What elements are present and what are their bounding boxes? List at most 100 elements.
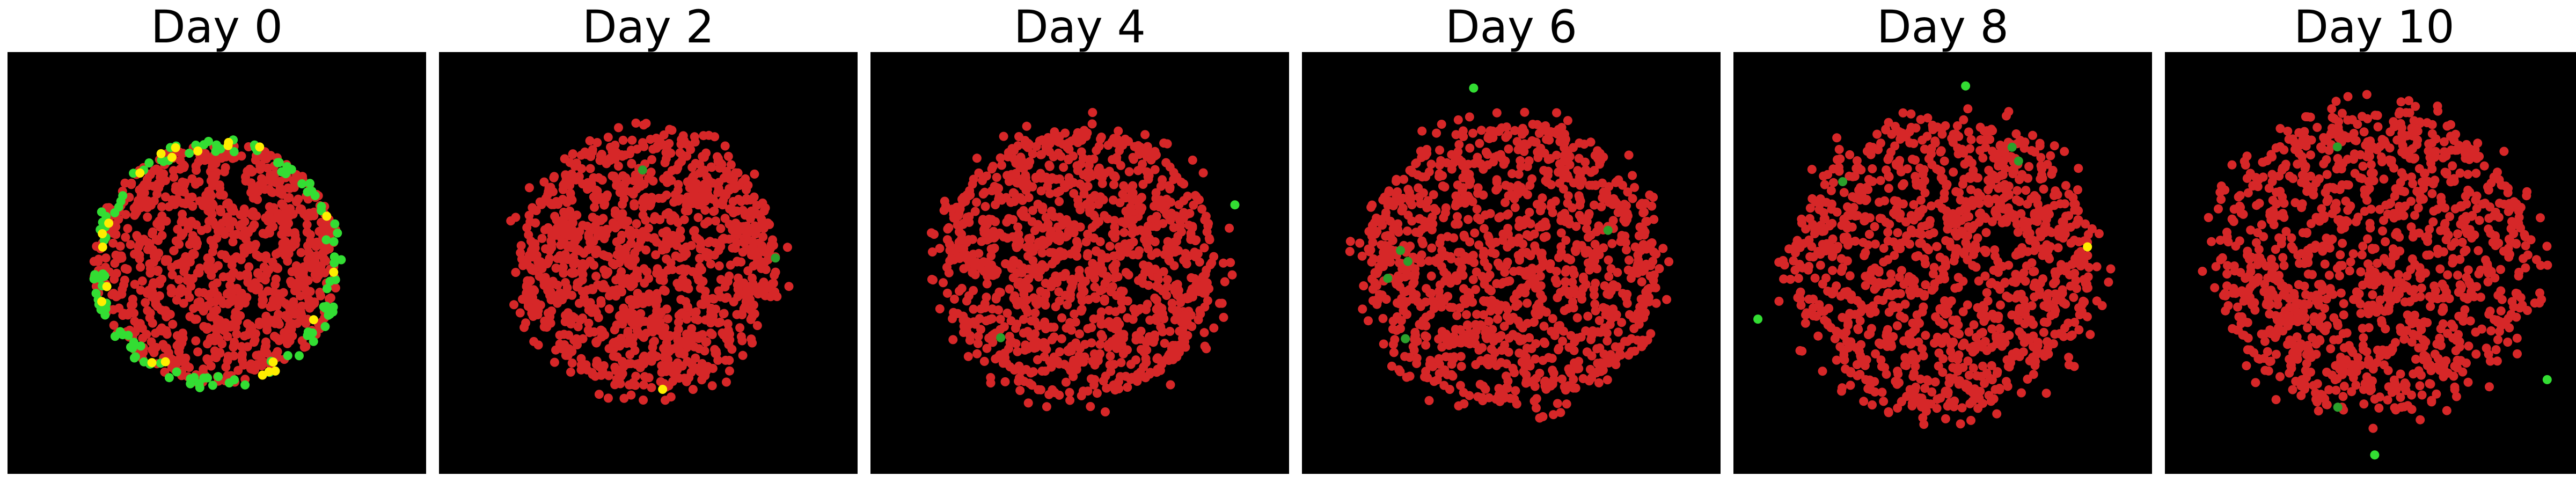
green-cell	[996, 333, 1006, 342]
red-cell	[153, 267, 163, 276]
red-cell	[130, 317, 140, 326]
red-cell	[1534, 299, 1543, 309]
red-cell	[1394, 228, 1403, 237]
red-cell	[1367, 221, 1377, 230]
red-cell	[1569, 143, 1578, 152]
red-cell	[1525, 333, 1534, 342]
red-cell	[1552, 267, 1561, 276]
red-cell	[1615, 349, 1624, 358]
red-cell	[1120, 239, 1130, 249]
red-cell	[277, 230, 287, 239]
red-cell	[1534, 222, 1544, 232]
red-cell	[995, 350, 1005, 360]
red-cell	[1599, 152, 1608, 162]
red-cell	[1021, 186, 1031, 195]
red-cell	[617, 267, 626, 276]
red-cell	[1587, 331, 1597, 341]
red-cell	[1065, 294, 1075, 303]
red-cell	[536, 301, 545, 310]
red-cell	[1055, 213, 1064, 222]
red-cell	[565, 231, 574, 240]
red-cell	[1936, 147, 1945, 157]
red-cell	[1465, 391, 1474, 400]
red-cell	[145, 308, 155, 318]
red-cell	[942, 288, 952, 298]
red-cell	[533, 340, 543, 350]
red-cell	[1412, 353, 1422, 363]
red-cell	[1055, 197, 1064, 206]
red-cell	[972, 197, 982, 207]
red-cell	[689, 226, 699, 236]
red-cell	[1085, 206, 1094, 215]
red-cell	[1506, 239, 1516, 249]
red-cell	[617, 287, 626, 297]
red-cell	[567, 358, 577, 368]
red-cell	[1375, 254, 1385, 264]
red-cell	[1479, 224, 1489, 233]
red-cell	[1517, 129, 1527, 139]
yellow-cell	[97, 297, 107, 306]
green-cell	[305, 179, 314, 188]
red-cell	[1510, 394, 1519, 404]
red-cell	[1514, 348, 1524, 358]
red-cell	[1514, 266, 1524, 275]
red-cell	[1568, 203, 1577, 213]
red-cell	[145, 268, 155, 278]
red-cell	[315, 288, 325, 297]
red-cell	[737, 310, 747, 319]
red-cell	[270, 280, 280, 289]
red-cell	[272, 314, 281, 324]
red-cell	[621, 186, 631, 196]
red-cell	[626, 390, 636, 400]
red-cell	[1877, 387, 1887, 397]
red-cell	[572, 282, 582, 292]
red-cell	[591, 272, 601, 281]
red-cell	[641, 245, 651, 255]
red-cell	[754, 283, 764, 292]
red-cell	[1088, 259, 1097, 268]
red-cell	[631, 380, 640, 390]
red-cell	[994, 287, 1004, 297]
red-cell	[1422, 203, 1432, 213]
red-cell	[1016, 152, 1026, 162]
yellow-cell	[98, 229, 107, 238]
red-cell	[582, 222, 592, 231]
red-cell	[1911, 362, 1920, 371]
green-cell	[129, 338, 138, 347]
red-cell	[1514, 222, 1524, 231]
red-cell	[679, 349, 689, 359]
red-cell	[630, 201, 639, 211]
red-cell	[976, 325, 985, 334]
red-cell	[1388, 236, 1397, 245]
red-cell	[101, 253, 111, 263]
red-cell	[1021, 304, 1031, 314]
red-cell	[134, 243, 143, 252]
red-cell	[687, 360, 697, 369]
red-cell	[1852, 156, 1862, 165]
red-cell	[201, 194, 211, 203]
red-cell	[1209, 323, 1219, 333]
red-cell	[706, 307, 716, 317]
red-cell	[704, 248, 713, 258]
red-cell	[1073, 128, 1082, 137]
red-cell	[175, 164, 185, 174]
red-cell	[1417, 172, 1427, 182]
red-cell	[1220, 277, 1230, 287]
green-cell	[216, 144, 225, 153]
red-cell	[250, 365, 259, 375]
red-cell	[1009, 365, 1019, 375]
red-cell	[1469, 258, 1479, 267]
red-cell	[672, 164, 682, 173]
red-cell	[626, 239, 635, 248]
red-cell	[957, 194, 967, 204]
red-cell	[1059, 163, 1069, 172]
red-cell	[1583, 232, 1593, 242]
red-cell	[271, 250, 281, 259]
red-cell	[999, 232, 1008, 241]
red-cell	[1100, 169, 1110, 178]
red-cell	[741, 174, 750, 184]
red-cell	[1179, 196, 1189, 206]
red-cell	[586, 298, 595, 308]
red-cell	[238, 349, 247, 359]
red-cell	[277, 334, 287, 343]
